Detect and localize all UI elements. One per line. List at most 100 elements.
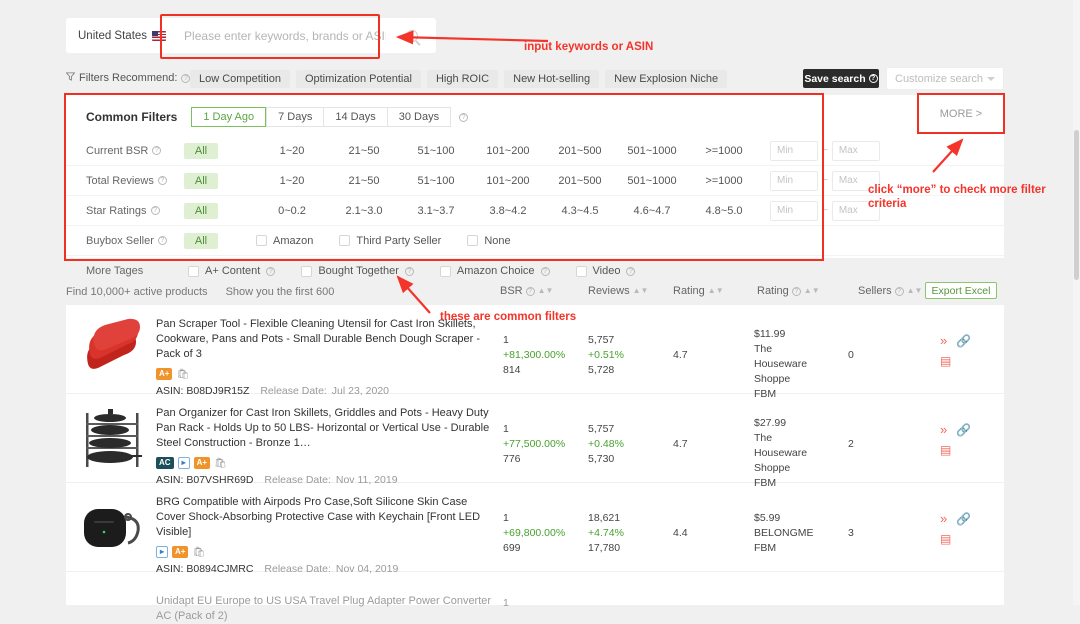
chip-new-hot-selling[interactable]: New Hot-selling [504, 70, 600, 88]
filter-option-stars-3[interactable]: 3.1~3.7 [417, 204, 455, 217]
column-header-bsr[interactable]: BSR ? ▲▼ [500, 285, 554, 297]
save-search-button[interactable]: Save search ? [803, 69, 879, 88]
filter-option-bsr-4[interactable]: 101~200 [486, 144, 530, 157]
more-filters-button[interactable]: MORE > [919, 95, 1003, 132]
filter-option-reviews-5[interactable]: 201~500 [558, 174, 602, 187]
filter-option-all[interactable]: All [184, 202, 218, 219]
max-input[interactable] [831, 200, 880, 221]
filter-option-stars-6[interactable]: 4.6~4.7 [633, 204, 671, 217]
table-row[interactable]: Unidapt EU Europe to US USA Travel Plug … [66, 572, 1004, 622]
chip-new-explosion-niche[interactable]: New Explosion Niche [605, 70, 728, 88]
help-icon[interactable]: ? [157, 176, 167, 185]
table-row[interactable]: BRG Compatible with Airpods Pro Case,Sof… [66, 483, 1004, 575]
checkbox-a-plus-content[interactable]: A+ Content ? [188, 265, 276, 277]
product-title[interactable]: Pan Organizer for Cast Iron Skillets, Gr… [156, 407, 490, 449]
page-scrollbar-thumb[interactable] [1074, 130, 1079, 280]
filter-option-reviews-3[interactable]: 51~100 [417, 174, 455, 187]
country-selector[interactable]: United States [66, 18, 178, 53]
checkbox-amazon[interactable]: Amazon [256, 235, 313, 247]
checkbox-bought-together[interactable]: Bought Together ? [301, 265, 414, 277]
release-value: Nov 11, 2019 [335, 474, 398, 486]
tab-7-days[interactable]: 7 Days [266, 107, 324, 127]
chevron-double-right-icon[interactable]: » [940, 511, 948, 526]
filter-option-bsr-2[interactable]: 21~50 [348, 144, 380, 157]
report-icon[interactable]: ▤ [940, 354, 952, 368]
column-header-rating[interactable]: Rating ▲▼ [673, 285, 724, 297]
filter-option-stars-7[interactable]: 4.8~5.0 [705, 204, 743, 217]
min-input[interactable] [770, 140, 818, 161]
chip-optimization-potential[interactable]: Optimization Potential [295, 70, 421, 88]
help-icon[interactable]: ? [150, 206, 160, 215]
checkbox-none[interactable]: None [467, 235, 511, 247]
filter-option-stars-4[interactable]: 3.8~4.2 [489, 204, 527, 217]
link-icon[interactable]: 🔗 [956, 422, 972, 437]
filter-option-stars-1[interactable]: 0~0.2 [278, 204, 306, 217]
max-input[interactable] [831, 140, 880, 161]
seller-name: The Houseware Shoppe [754, 432, 808, 474]
help-icon[interactable]: ? [404, 266, 414, 276]
filter-option-bsr-5[interactable]: 201~500 [558, 144, 602, 157]
tab-14-days[interactable]: 14 Days [323, 107, 387, 127]
report-icon[interactable]: ▤ [940, 443, 952, 457]
time-range-tabs: 1 Day Ago 7 Days 14 Days 30 Days [191, 107, 452, 127]
column-header-sellers[interactable]: Sellers ? ▲▼ [858, 285, 923, 297]
filter-option-reviews-4[interactable]: 101~200 [486, 174, 530, 187]
help-icon[interactable]: ? [181, 73, 191, 83]
search-input[interactable] [178, 18, 388, 53]
customize-search-select[interactable]: Customize search [886, 67, 1004, 90]
help-icon[interactable]: ? [152, 146, 162, 155]
filter-option-bsr-6[interactable]: 501~1000 [627, 144, 677, 157]
link-icon[interactable]: 🔗 [956, 511, 972, 526]
product-title[interactable]: BRG Compatible with Airpods Pro Case,Sof… [156, 496, 481, 538]
help-icon[interactable]: ? [626, 266, 636, 276]
min-input[interactable] [770, 200, 818, 221]
chevron-double-right-icon[interactable]: » [940, 422, 948, 437]
help-icon[interactable]: ? [157, 236, 167, 245]
filter-option-reviews-2[interactable]: 21~50 [348, 174, 380, 187]
chip-high-roic[interactable]: High ROIC [426, 70, 499, 88]
export-excel-button[interactable]: Export Excel [925, 282, 997, 299]
filter-option-bsr-3[interactable]: 51~100 [417, 144, 455, 157]
filter-option-all[interactable]: All [184, 172, 218, 189]
bsr-cell: 1 +69,800.00% 699 [503, 511, 565, 556]
report-icon[interactable]: ▤ [940, 532, 952, 546]
filter-option-stars-2[interactable]: 2.1~3.0 [345, 204, 383, 217]
column-header-price-rating[interactable]: Rating ? ▲▼ [757, 285, 820, 297]
filter-option-bsr-1[interactable]: 1~20 [279, 144, 305, 157]
recommend-chip-list: Low Competition Optimization Potential H… [190, 70, 728, 88]
help-icon[interactable]: ? [266, 266, 276, 276]
filter-option-stars-5[interactable]: 4.3~4.5 [561, 204, 599, 217]
table-row[interactable]: Pan Scraper Tool - Flexible Cleaning Ute… [66, 305, 1004, 400]
release-label: Release Date: [260, 385, 327, 397]
tab-30-days[interactable]: 30 Days [386, 107, 452, 127]
link-icon[interactable]: 🔗 [956, 333, 972, 348]
product-thumbnail [78, 314, 148, 384]
checkbox-amazon-choice[interactable]: Amazon Choice ? [439, 265, 550, 277]
fulfillment: FBM [754, 477, 777, 489]
chip-low-competition[interactable]: Low Competition [190, 70, 290, 88]
product-title[interactable]: Unidapt EU Europe to US USA Travel Plug … [156, 595, 492, 622]
filter-option-bsr-7[interactable]: >=1000 [705, 144, 743, 157]
checkbox-icon [575, 265, 587, 277]
min-input[interactable] [770, 170, 818, 191]
filter-option-all[interactable]: All [184, 232, 218, 249]
max-input[interactable] [831, 170, 880, 191]
product-title[interactable]: Pan Scraper Tool - Flexible Cleaning Ute… [156, 318, 481, 360]
page-scrollbar-track[interactable] [1073, 0, 1080, 605]
bsr-cell: 1 +81,300.00% 814 [503, 333, 565, 378]
tab-1-day-ago[interactable]: 1 Day Ago [191, 107, 267, 127]
release-label: Release Date: [264, 474, 331, 486]
filter-option-reviews-1[interactable]: 1~20 [279, 174, 305, 187]
filter-option-reviews-7[interactable]: >=1000 [705, 174, 743, 187]
help-icon[interactable]: ? [540, 266, 550, 276]
checkbox-third-party-seller[interactable]: Third Party Seller [339, 235, 441, 247]
filter-option-all[interactable]: All [184, 142, 218, 159]
search-button[interactable] [388, 18, 436, 53]
chevron-double-right-icon[interactable]: » [940, 333, 948, 348]
column-header-reviews[interactable]: Reviews ▲▼ [588, 285, 649, 297]
checkbox-video[interactable]: Video ? [575, 265, 636, 277]
filter-option-reviews-6[interactable]: 501~1000 [627, 174, 677, 187]
bsr-prev: 814 [503, 364, 521, 376]
table-row[interactable]: Pan Organizer for Cast Iron Skillets, Gr… [66, 394, 1004, 489]
help-icon[interactable]: ? [459, 112, 469, 122]
